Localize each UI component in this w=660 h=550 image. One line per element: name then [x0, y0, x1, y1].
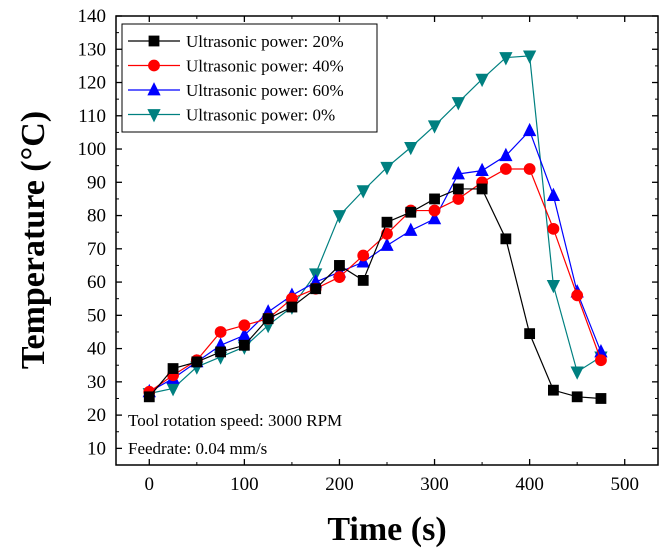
x-tick-label: 400 [515, 474, 544, 495]
series-layer [142, 50, 608, 404]
data-point [356, 185, 370, 199]
axis-ticks [116, 15, 658, 465]
data-point [523, 163, 536, 175]
y-tick-label: 130 [78, 39, 107, 60]
x-tick-label: 300 [420, 474, 449, 495]
y-tick-label: 30 [87, 372, 106, 393]
data-point [451, 97, 465, 111]
x-tick-label: 200 [325, 474, 354, 495]
y-tick-label: 50 [87, 305, 106, 326]
data-point [546, 279, 561, 294]
legend: Ultrasonic power: 20% Ultrasonic power: 4… [121, 23, 378, 133]
legend-label: Ultrasonic power: 0% [186, 106, 335, 125]
data-point [499, 147, 513, 162]
data-point [522, 50, 537, 64]
legend-marker [147, 109, 161, 123]
data-point [500, 233, 512, 245]
tick-labels: 0 100 200 300 400 500 10 20 30 40 50 60 70 80 90 100 110… [78, 6, 639, 495]
data-point [475, 73, 489, 88]
data-point [404, 222, 418, 236]
data-point [357, 249, 370, 262]
data-point [571, 391, 583, 403]
y-tick-label: 40 [87, 339, 106, 360]
data-point [547, 222, 560, 235]
data-point [334, 260, 345, 271]
legend-item: Ultrasonic power: 40% [128, 57, 344, 76]
y-axis-title: Temperature (°C) [15, 111, 52, 369]
y-tick-label: 10 [87, 438, 106, 459]
x-tick-label: 100 [230, 474, 259, 495]
series-line [148, 188, 601, 400]
data-point [143, 391, 155, 403]
x-tick-label: 500 [610, 474, 639, 495]
data-point [451, 166, 465, 180]
legend-item: Ultrasonic power: 0% [128, 106, 335, 125]
data-point [476, 183, 488, 195]
y-tick-label: 110 [78, 106, 106, 127]
data-point [191, 356, 203, 368]
data-point [427, 120, 442, 134]
data-point [286, 301, 298, 313]
data-point [380, 237, 394, 251]
annotations: Tool rotation speed: 3000 RPM Feedrate: … [128, 411, 342, 458]
data-point [548, 384, 559, 396]
y-tick-label: 20 [87, 405, 106, 426]
data-point [310, 283, 322, 295]
data-point [214, 326, 227, 338]
legend-label: Ultrasonic power: 40% [186, 57, 344, 76]
data-point [571, 289, 584, 302]
annotation-feedrate: Feedrate: 0.04 mm/s [128, 439, 267, 458]
data-point [262, 313, 274, 325]
legend-item: Ultrasonic power: 60% [128, 81, 344, 100]
data-point [428, 204, 441, 217]
data-point [524, 328, 536, 340]
annotation-tool-speed: Tool rotation speed: 3000 RPM [128, 411, 342, 430]
legend-marker [147, 82, 161, 96]
series-square [143, 183, 607, 404]
y-tick-label: 80 [87, 206, 106, 227]
legend-marker [148, 59, 160, 72]
series-triangle-up [142, 122, 608, 398]
y-tick-label: 90 [87, 172, 106, 193]
legend-item: Ultrasonic power: 20% [128, 32, 344, 51]
data-point [499, 52, 513, 66]
y-tick-label: 140 [78, 6, 107, 27]
data-point [405, 206, 417, 218]
data-point [595, 354, 607, 367]
data-point [167, 363, 179, 374]
legend-label: Ultrasonic power: 20% [186, 32, 344, 51]
data-point [570, 366, 584, 380]
data-point [357, 275, 369, 286]
y-tick-label: 70 [87, 239, 106, 260]
data-point [333, 271, 346, 283]
x-tick-label: 0 [145, 474, 155, 495]
data-point [595, 393, 607, 404]
data-point [404, 141, 418, 156]
legend-marker [148, 35, 160, 47]
data-point [381, 216, 393, 228]
y-tick-label: 60 [87, 272, 106, 293]
data-point [332, 210, 347, 224]
data-point [522, 122, 537, 137]
legend-label: Ultrasonic power: 60% [186, 81, 344, 100]
data-point [380, 161, 394, 176]
data-point [499, 163, 512, 175]
y-tick-label: 100 [78, 139, 107, 160]
y-tick-label: 120 [78, 73, 107, 94]
data-point [238, 339, 250, 351]
data-point [381, 227, 393, 240]
data-point [546, 187, 561, 202]
data-point [452, 183, 464, 195]
x-axis-title: Time (s) [327, 511, 446, 548]
data-point [427, 210, 442, 225]
data-point [429, 193, 440, 205]
data-point [238, 319, 251, 332]
data-point [452, 193, 465, 205]
data-point [475, 162, 489, 177]
series-circle [143, 163, 607, 398]
data-point [215, 346, 226, 358]
